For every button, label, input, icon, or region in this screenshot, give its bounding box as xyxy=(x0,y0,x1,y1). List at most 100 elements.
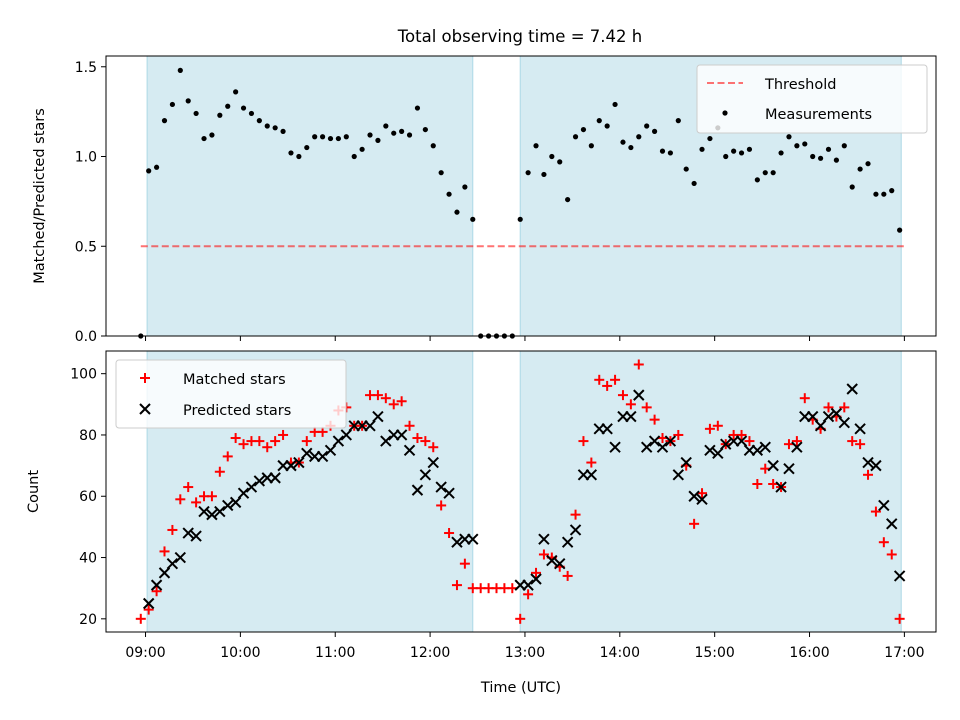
predicted-star-point xyxy=(696,493,708,506)
top-y-axis-label: Matched/Predicted stars xyxy=(32,108,48,284)
measurement-point xyxy=(897,227,903,233)
matched-star-point xyxy=(633,359,644,370)
predicted-star-point xyxy=(293,456,305,469)
top-plot-frame xyxy=(105,55,937,337)
matched-star-point xyxy=(578,436,589,447)
bottom-y-axis: 20 40 60 80 100 xyxy=(70,367,106,628)
measurement-point xyxy=(375,137,381,143)
predicted-star-point xyxy=(427,456,439,469)
measurement-point xyxy=(525,170,531,176)
predicted-star-point xyxy=(735,435,748,447)
y-tick-label: 1.5 xyxy=(75,60,97,76)
predicted-star-point xyxy=(720,438,732,450)
x-tick-label: 14:00 xyxy=(600,645,640,661)
matched-star-point xyxy=(704,423,715,434)
matched-star-point xyxy=(657,433,668,444)
matched-star-point xyxy=(380,393,391,404)
legend-matched-label: Matched stars xyxy=(183,372,286,388)
matched-star-point xyxy=(847,436,858,447)
measurement-point xyxy=(296,153,302,160)
predicted-star-point xyxy=(546,554,558,567)
predicted-star-point xyxy=(245,481,258,493)
matched-star-point xyxy=(444,528,455,539)
predicted-star-point xyxy=(364,420,376,432)
measurement-point xyxy=(185,98,191,104)
measurement-point xyxy=(810,153,816,160)
measurement-point xyxy=(319,134,326,140)
matched-star-point xyxy=(570,509,581,520)
predicted-star-point xyxy=(332,435,345,447)
measurement-point xyxy=(201,135,207,142)
predicted-star-point xyxy=(150,579,163,591)
predicted-star-point xyxy=(640,441,653,453)
y-tick-label: 60 xyxy=(79,489,97,505)
matched-star-point xyxy=(175,494,186,505)
matched-star-point xyxy=(206,491,217,502)
measurement-point xyxy=(470,216,476,222)
measurement-point xyxy=(454,209,460,215)
measurement-point xyxy=(675,118,681,124)
matched-star-point xyxy=(594,374,605,385)
predicted-star-point xyxy=(854,423,866,435)
predicted-star-point xyxy=(633,389,645,401)
predicted-star-point xyxy=(324,444,337,456)
bottom-x-axis: 09:00 10:00 11:00 12:00 13:00 14:00 15:00 16:00… xyxy=(125,632,925,661)
x-tick-label: 09:00 xyxy=(125,645,165,661)
matched-star-point xyxy=(610,374,621,385)
measurement-point xyxy=(604,123,610,129)
measurement-point xyxy=(723,153,729,160)
measurement-point xyxy=(233,89,239,95)
predicted-star-point xyxy=(601,423,613,435)
predicted-star-point xyxy=(846,383,858,395)
measurement-point xyxy=(169,101,175,108)
measurement-point xyxy=(825,146,832,152)
bottom-legend: Matched stars Predicted stars xyxy=(115,359,347,429)
measurement-point xyxy=(312,134,318,140)
measurement-point xyxy=(849,184,855,190)
predicted-star-point xyxy=(340,429,353,441)
predicted-star-point xyxy=(530,573,542,585)
predicted-star-point xyxy=(411,484,424,496)
measurement-point xyxy=(659,148,666,154)
count-panel: 20 40 60 80 100 09:00 10:00 11:00 12:00 13:00 14:… xyxy=(26,350,937,696)
x-tick-label: 16:00 xyxy=(789,645,829,661)
x-axis-label: Time (UTC) xyxy=(480,680,561,696)
y-tick-label: 1.0 xyxy=(75,150,97,166)
legend-measurement-label: Measurements xyxy=(765,107,872,123)
measurement-point xyxy=(841,143,847,149)
measurement-point xyxy=(248,110,255,117)
chart-title: Total observing time = 7.42 h xyxy=(397,27,642,46)
predicted-star-point xyxy=(625,410,637,423)
measurement-point xyxy=(794,143,800,149)
measurement-point xyxy=(240,105,247,111)
matched-star-point xyxy=(752,478,763,489)
measurement-point xyxy=(209,132,215,138)
measurement-point xyxy=(786,134,792,140)
matched-star-point xyxy=(507,583,518,594)
legend-measurement-swatch xyxy=(722,110,728,116)
matched-star-point xyxy=(523,589,534,600)
predicted-star-point xyxy=(182,527,194,539)
x-tick-label: 15:00 xyxy=(694,645,734,661)
top-y-axis: 0.0 0.5 1.0 1.5 xyxy=(75,60,106,345)
predicted-star-point xyxy=(814,420,827,432)
measurement-point xyxy=(256,118,262,124)
ratio-panel: 0.0 0.5 1.0 1.5 Matched/Predicted stars Thr… xyxy=(32,55,937,345)
measurement-point xyxy=(691,180,697,187)
matched-star-point xyxy=(886,549,897,560)
top-x-tick-marks xyxy=(145,336,905,341)
measurement-point xyxy=(651,128,658,134)
measurement-point xyxy=(817,155,824,161)
x-tick-label: 11:00 xyxy=(315,645,355,661)
predicted-star-point xyxy=(712,447,724,460)
matched-star-point xyxy=(760,463,771,474)
measurement-point xyxy=(596,118,602,124)
measurement-point xyxy=(667,150,674,156)
measurement-point xyxy=(644,123,650,129)
predicted-star-point xyxy=(838,416,851,429)
matched-star-point xyxy=(388,399,399,410)
predicted-star-point xyxy=(585,469,598,481)
matched-star-point xyxy=(689,518,700,529)
measurement-point xyxy=(446,191,452,197)
